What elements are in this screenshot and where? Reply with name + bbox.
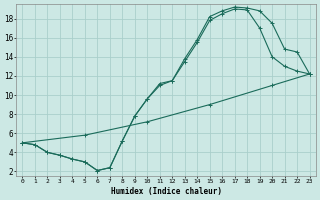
X-axis label: Humidex (Indice chaleur): Humidex (Indice chaleur) (110, 187, 221, 196)
